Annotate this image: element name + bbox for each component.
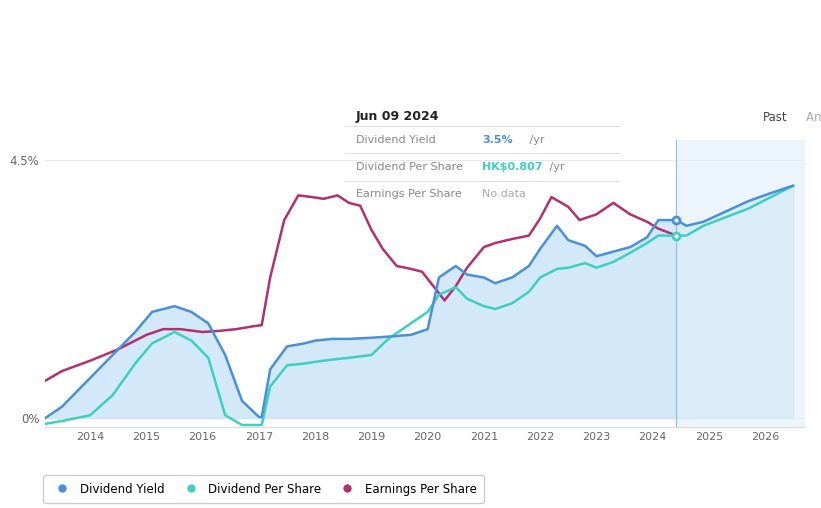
Text: HK$0.807: HK$0.807: [483, 162, 543, 172]
Text: /yr: /yr: [546, 162, 564, 172]
Bar: [677, 140, 805, 427]
Text: Dividend Yield: Dividend Yield: [355, 135, 436, 145]
Text: /yr: /yr: [526, 135, 545, 145]
Text: 3.5%: 3.5%: [483, 135, 513, 145]
Text: No data: No data: [483, 189, 526, 199]
Legend: Dividend Yield, Dividend Per Share, Earnings Per Share: Dividend Yield, Dividend Per Share, Earn…: [44, 475, 484, 502]
Text: Analysts Forecast: Analysts Forecast: [806, 111, 821, 124]
Text: Dividend Per Share: Dividend Per Share: [355, 162, 463, 172]
Text: Past: Past: [764, 111, 788, 124]
Text: Jun 09 2024: Jun 09 2024: [355, 110, 439, 122]
Text: Earnings Per Share: Earnings Per Share: [355, 189, 461, 199]
